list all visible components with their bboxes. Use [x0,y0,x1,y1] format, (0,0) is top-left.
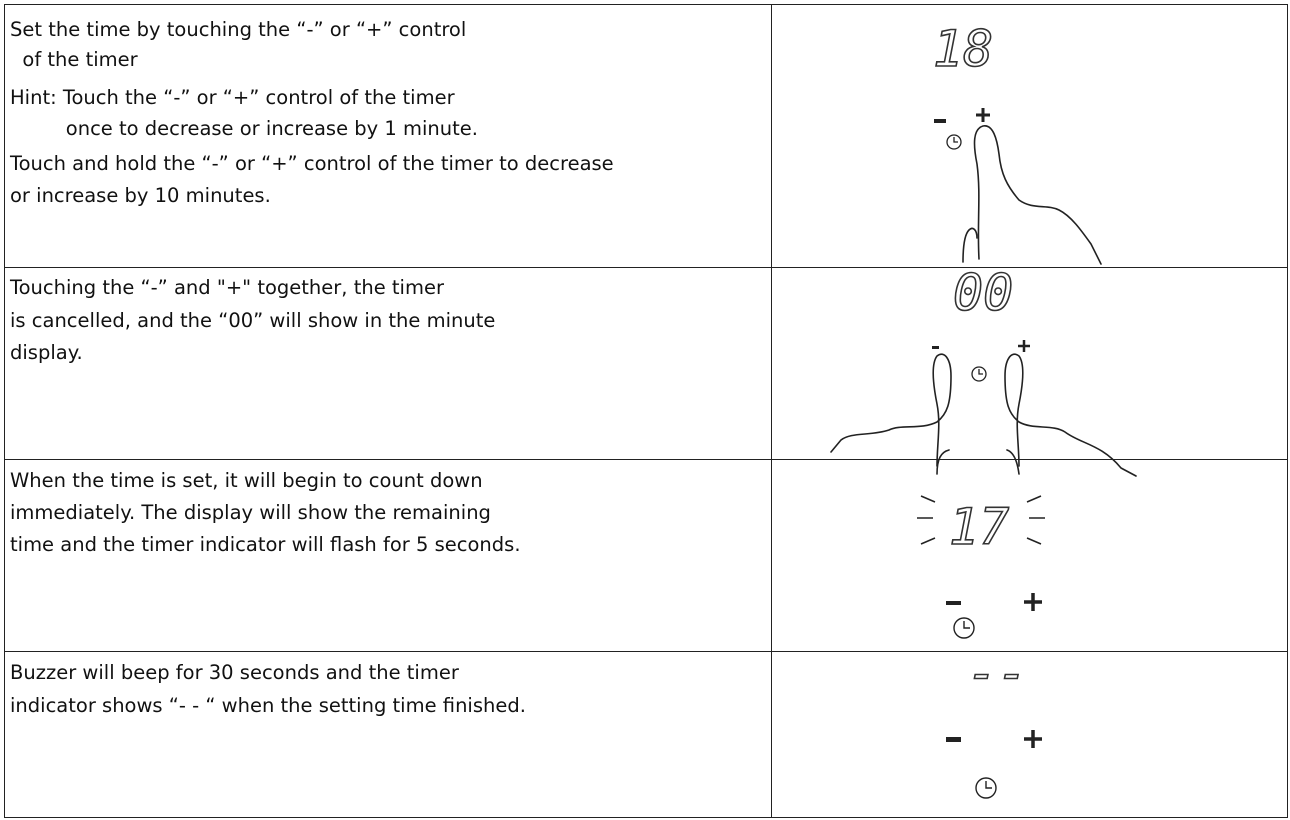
text-line: Set the time by touching the “-” or “+” … [10,18,467,41]
display-digits: 00 [953,264,1013,322]
plus-icon [1024,730,1042,748]
column-divider [4,4,772,818]
finger-illustration [973,125,1102,265]
finger-illustration [1004,353,1137,477]
text-line: or increase by 10 minutes. [10,184,271,207]
row-divider [4,459,1288,461]
text-line: Touch and hold the “-” or “+” control of… [10,152,614,175]
text-line: Hint: Touch the “-” or “+” control of th… [10,86,455,109]
finger-illustration [962,227,978,263]
timer-icon [953,617,975,639]
display-digits: -- [967,644,1027,702]
row-divider [4,651,1288,653]
text-line: of the timer [10,48,138,71]
text-line: indicator shows “- - “ when the setting … [10,694,526,717]
flash-marks [917,495,1045,545]
finger-illustration [830,353,952,467]
minus-icon [934,119,946,123]
text-line: Touching the “-” and "+" together, the t… [10,276,444,299]
plus-icon [1024,593,1042,611]
text-line: once to decrease or increase by 1 minute… [10,117,478,140]
display-digits: 18 [933,20,993,78]
text-line: immediately. The display will show the r… [10,501,491,524]
text-line: Buzzer will beep for 30 seconds and the … [10,661,459,684]
plus-icon [1018,340,1030,352]
minus-icon [932,346,939,349]
table-border [4,4,1288,818]
finger-illustration [936,449,1020,475]
timer-icon [975,777,997,799]
timer-icon [971,366,987,382]
minus-icon [946,601,961,605]
timer-icon [946,134,962,150]
text-line: time and the timer indicator will flash … [10,533,521,556]
plus-icon [976,108,990,122]
row-divider [4,267,1288,269]
text-line: display. [10,341,83,364]
text-line: is cancelled, and the “00” will show in … [10,309,496,332]
display-digits: 17 [949,498,1009,556]
minus-icon [946,737,961,742]
illustrations: 18 00 17 -- [830,19,1137,799]
text-line: When the time is set, it will begin to c… [10,469,483,492]
